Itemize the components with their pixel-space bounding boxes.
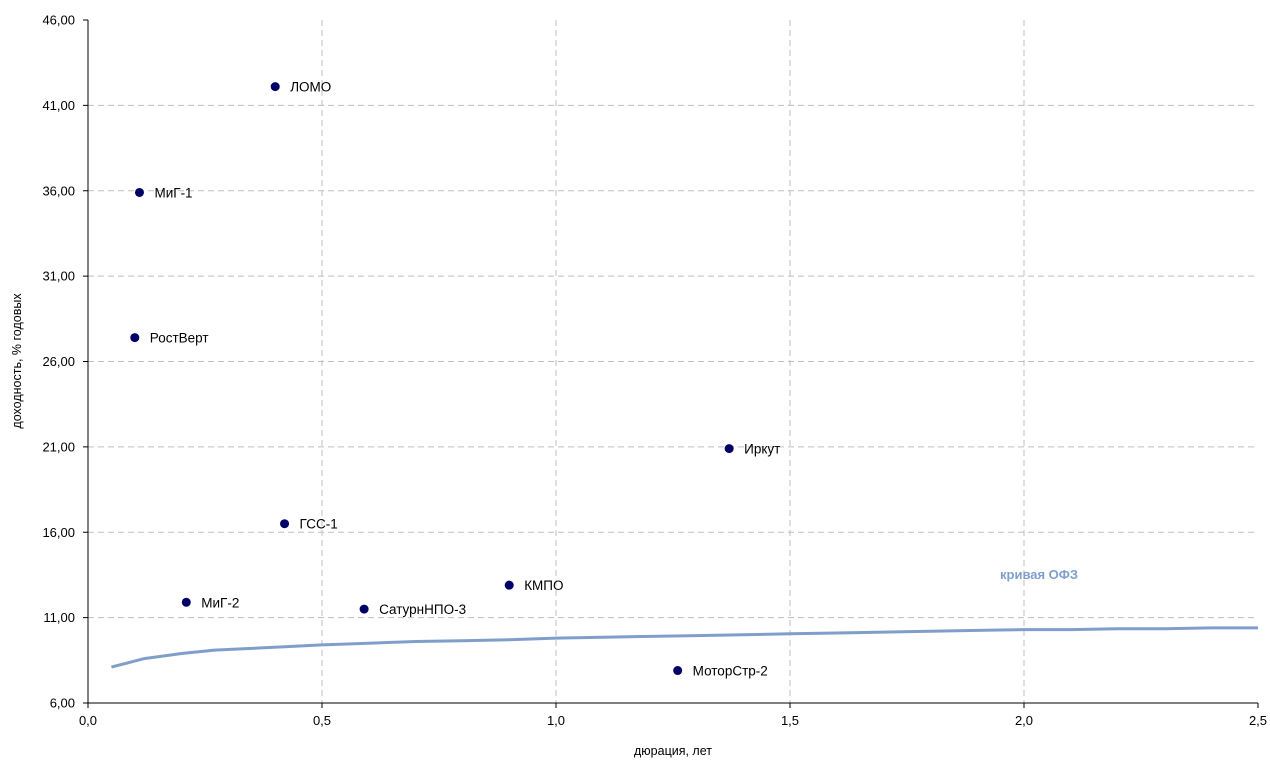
y-tick-label: 36,00: [42, 183, 75, 198]
bond-point: [673, 666, 683, 676]
bond-point-label: РостВерт: [150, 331, 209, 346]
bond-point-label: КМПО: [524, 578, 563, 593]
bond-point-label: МоторСтр-2: [693, 664, 768, 679]
bond-point-label: ГСС-1: [300, 517, 338, 532]
bond-point: [181, 597, 191, 607]
y-axis-title: доходность, % годовых: [10, 293, 24, 429]
bond-points: ЛОМО МиГ-1 РостВерт Иркут ГСС-1 КМПО МиГ-2 Сату…: [130, 80, 780, 679]
bond-point-label: ЛОМО: [290, 80, 331, 95]
bond-point: [280, 519, 290, 529]
bond-point: [724, 444, 734, 454]
ofz-curve-label: кривая ОФЗ: [1000, 567, 1078, 582]
x-axis-ticks: 0,0 0,5 1,0 1,5 2,0 2,5: [79, 703, 1267, 728]
bond-point: [130, 333, 140, 343]
bond-point: [134, 187, 144, 197]
y-tick-label: 31,00: [42, 269, 75, 284]
y-tick-label: 16,00: [42, 525, 75, 540]
grid-lines: [88, 20, 1258, 703]
x-tick-label: 2,5: [1249, 713, 1267, 728]
ofz-curve-line: [111, 626, 1258, 669]
y-tick-label: 46,00: [42, 13, 75, 28]
bond-point: [270, 82, 280, 92]
x-tick-label: 0,5: [313, 713, 331, 728]
bond-point: [504, 580, 514, 590]
y-tick-label: 6,00: [50, 696, 75, 711]
x-axis-title: дюрация, лет: [634, 744, 712, 758]
bond-point-label: СатурнНПО-3: [379, 602, 466, 617]
y-tick-label: 41,00: [42, 98, 75, 113]
y-tick-label: 26,00: [42, 354, 75, 369]
y-tick-label: 21,00: [42, 439, 75, 454]
x-tick-label: 1,0: [547, 713, 565, 728]
bond-point-label: МиГ-1: [154, 185, 192, 200]
x-tick-label: 2,0: [1015, 713, 1033, 728]
bond-point-label: Иркут: [744, 442, 780, 457]
bond-point-label: МиГ-2: [201, 595, 239, 610]
ofz-curve-layer: кривая ОФЗ: [111, 567, 1258, 669]
y-tick-label: 11,00: [43, 610, 75, 625]
bond-point: [359, 604, 369, 614]
x-tick-label: 1,5: [781, 713, 799, 728]
y-axis-ticks: 6,00 11,00 16,00 21,00 26,00 31,00 36,00 41,00 4…: [42, 13, 88, 711]
x-tick-label: 0,0: [79, 713, 97, 728]
